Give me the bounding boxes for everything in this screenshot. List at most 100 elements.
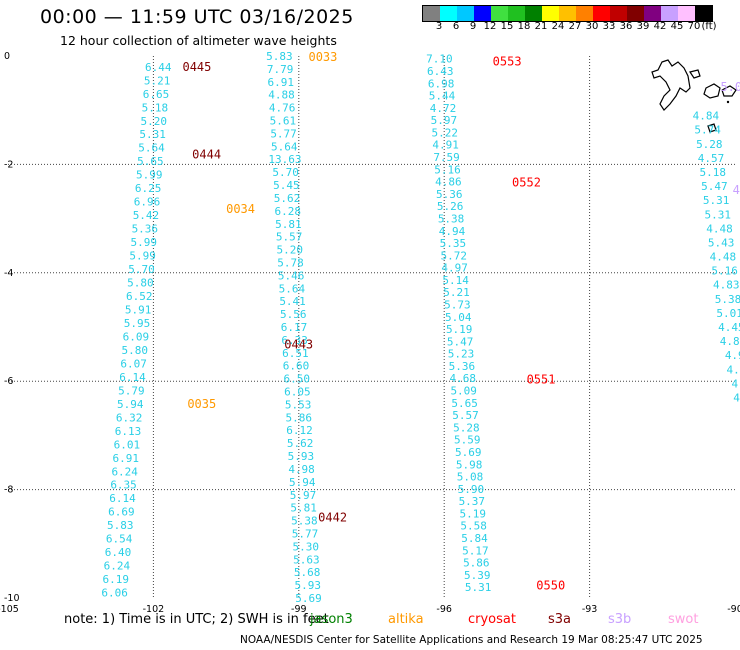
legend-item-jason3: jason3 [310, 612, 353, 627]
swh-value: 6.51 [282, 347, 309, 360]
swh-value: 5.74 [694, 124, 721, 137]
swh-value: 5.70 [272, 166, 299, 179]
swh-value: 5.95 [124, 317, 151, 330]
y-tick-label: -8 [4, 485, 13, 496]
swh-value: 4.9 [725, 349, 740, 362]
swh-value: 6.35 [110, 479, 137, 492]
swh-value: 5.16 [711, 265, 738, 278]
swh-value: 6.69 [108, 506, 135, 519]
x-tick-label: -99 [291, 604, 307, 615]
swh-value: 5.81 [290, 502, 317, 515]
y-tick-label: -2 [4, 159, 13, 170]
swh-value: 5.90 [458, 483, 485, 496]
swh-value: 5.41 [279, 295, 306, 308]
swh-value: 5.26 [437, 200, 464, 213]
swh-value: 5.79 [118, 384, 145, 397]
swh-value: 5.57 [276, 231, 303, 244]
swh-value: 5.53 [285, 398, 312, 411]
x-tick-label: -93 [582, 604, 598, 615]
swh-value: 6.98 [428, 77, 455, 90]
swh-value: 5.09 [450, 385, 477, 398]
colorbar-swatch [576, 6, 593, 21]
swh-value: 5.93 [288, 450, 315, 463]
swh-value: 5.17 [462, 544, 489, 557]
swh-value: 6.19 [102, 573, 129, 586]
swh-value: 5.70 [128, 263, 155, 276]
swh-value: 4.76 [269, 102, 296, 115]
swh-value: 6.32 [116, 411, 143, 424]
pass-label: 0550 [536, 578, 565, 592]
map-subtitle: 12 hour collection of altimeter wave hei… [60, 33, 337, 48]
swh-value: 5.77 [270, 127, 297, 140]
swh-value: 5.56 [280, 308, 307, 321]
island-santiago [689, 69, 701, 79]
y-tick-label: -6 [4, 376, 13, 387]
swh-value: 5.69 [455, 446, 482, 459]
map-grid: -105 -102 -99 -96 -93 -90 0 -2 -4 -6 -8 -10 [0, 51, 740, 615]
swh-value: 5.35 [440, 237, 467, 250]
swh-value: 5.47 [701, 180, 728, 193]
swh-value: 5.18 [699, 166, 726, 179]
swh-value: 6.25 [135, 182, 162, 195]
swh-value: 5.45 [273, 179, 300, 192]
legend-item-s3b: s3b [608, 612, 632, 627]
swh-value: 5.63 [293, 553, 320, 566]
swh-value: 5.80 [122, 344, 149, 357]
swh-value: 5.38 [438, 212, 465, 225]
y-tick-label: -10 [4, 593, 20, 604]
swh-value: 6.07 [120, 357, 147, 370]
swh-value: 6.09 [123, 330, 150, 343]
swh-value: 4.86 [435, 176, 462, 189]
swh-value: 5.57 [452, 409, 479, 422]
swh-value: 6.14 [119, 371, 146, 384]
swh-value: 5.78 [277, 256, 304, 269]
swh-value: 5.37 [459, 495, 486, 508]
swh-value: 5.14 [442, 274, 469, 287]
swh-value: 4.84 [693, 110, 720, 123]
x-tick-label: -96 [436, 604, 452, 615]
colorbar-swatch [423, 6, 440, 21]
swh-value: 6.91 [268, 76, 295, 89]
swh-value: 6.91 [113, 452, 140, 465]
pass-label: 0551 [527, 372, 556, 386]
swh-value: 6.01 [114, 438, 141, 451]
swh-value: 5.31 [139, 128, 166, 141]
pass-label: 0552 [512, 176, 541, 190]
swh-value: 6.96 [134, 196, 161, 209]
colorbar-label: 12 [483, 21, 497, 32]
swh-value: 5.98 [456, 458, 483, 471]
swh-value: 5.36 [132, 223, 159, 236]
pass-label: 0443 [284, 337, 313, 351]
swh-value: 5.94 [289, 476, 316, 489]
swh-value: 7.79 [267, 63, 294, 76]
altimeter-tracks: 6.445.216.655.185.205.315.645.655.996.25… [101, 50, 740, 605]
edge-label: 5.06 [720, 80, 740, 94]
swh-value: 5.65 [451, 397, 478, 410]
swh-value: 6.05 [284, 386, 311, 399]
legend-item-altika: altika [388, 612, 424, 627]
swh-value: 5.21 [144, 74, 171, 87]
swh-value: 6.06 [101, 587, 128, 600]
colorbar-label: 70 [687, 21, 701, 32]
colorbar-swatch [627, 6, 644, 21]
swh-value: 6.52 [126, 290, 153, 303]
swh-value: 5.16 [434, 163, 461, 176]
swh-value: 4.88 [268, 89, 295, 102]
swh-value: 5.38 [715, 293, 740, 306]
swh-value: 5.31 [465, 581, 492, 594]
swh-value: 5.21 [443, 286, 470, 299]
swh-value: 5.46 [278, 269, 305, 282]
swh-value: 13.63 [268, 153, 301, 166]
footnote: note: 1) Time is in UTC; 2) SWH is in fe… [64, 612, 329, 627]
x-tick-label: -90 [727, 604, 740, 615]
swh-value: 5.99 [136, 169, 163, 182]
swh-value: 4. [733, 391, 740, 404]
swh-value: 5.99 [130, 236, 157, 249]
pass-label: 0444 [192, 148, 221, 162]
swh-value: 6.50 [283, 373, 310, 386]
colorbar-label: 27 [568, 21, 582, 32]
swh-value: 5.36 [449, 360, 476, 373]
map-title: 00:00 — 11:59 UTC 03/16/2025 [40, 6, 354, 28]
legend-item-swot: swot [668, 612, 699, 627]
